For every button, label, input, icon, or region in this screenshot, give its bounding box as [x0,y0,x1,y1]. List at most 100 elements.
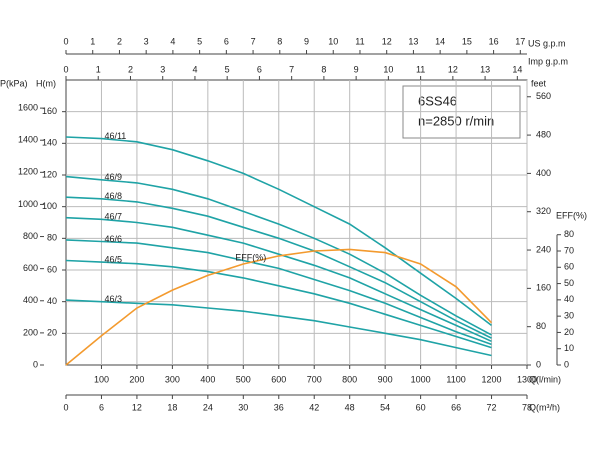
x-tick-label: 8 [277,36,282,46]
series-label: 46/5 [104,254,122,264]
y-tick-label: 600 [23,263,38,273]
x-tick-label: 48 [345,402,355,412]
y-tick-label: 140 [42,138,57,148]
y-tick-label: 0 [33,359,38,369]
x-tick-label: 100 [94,374,109,384]
x-tick-label: 4 [192,64,197,74]
x-tick-label: 5 [225,64,230,74]
y-tick-label: 1400 [18,135,38,145]
x-tick-label: 14 [435,36,445,46]
y-tick-label: 400 [23,295,38,305]
x-tick-label: 12 [132,402,142,412]
y-tick-label: 10 [564,343,574,353]
x-tick-label: 7 [251,36,256,46]
y-tick-label: 160 [42,106,57,116]
y-tick-label: 200 [23,327,38,337]
y-tick-label: 100 [42,201,57,211]
y-tick-label: 80 [536,321,546,331]
y-axis-title: P(kPa) [0,78,28,88]
y-tick-label: 80 [564,229,574,239]
series-label: 46/11 [104,131,126,141]
x-tick-label: 30 [238,402,248,412]
x-tick-label: 78 [522,402,532,412]
model-label: 6SS46 [418,93,457,108]
y-tick-label: 1600 [18,102,38,112]
series-label: 46/9 [104,172,122,182]
series-label: 46/3 [104,294,122,304]
x-tick-label: 36 [274,402,284,412]
y-tick-label: 50 [564,278,574,288]
x-tick-label: 10 [328,36,338,46]
x-tick-label: 0 [63,36,68,46]
x-tick-label: 54 [380,402,390,412]
x-tick-label: 500 [236,374,251,384]
series-label: 46/7 [104,212,122,222]
x-tick-label: 2 [128,64,133,74]
x-tick-label: 13 [480,64,490,74]
x-axis-title: US g.p.m [528,38,566,48]
y-tick-label: 480 [536,129,551,139]
x-axis-title: Imp g.p.m [528,56,568,66]
x-tick-label: 9 [354,64,359,74]
x-tick-label: 12 [448,64,458,74]
y-axis-title: H(m) [36,78,56,88]
x-tick-label: 800 [342,374,357,384]
y-tick-label: 400 [536,168,551,178]
y-tick-label: 80 [47,233,57,243]
x-tick-label: 60 [416,402,426,412]
x-axis-title: Q(m³/h) [529,402,560,412]
curve [65,216,492,343]
x-tick-label: 17 [515,36,525,46]
y-tick-label: 560 [536,91,551,101]
x-tick-label: 1 [90,36,95,46]
x-tick-label: 1000 [411,374,431,384]
x-tick-label: 0 [63,402,68,412]
y-tick-label: 800 [23,231,38,241]
x-tick-label: 3 [160,64,165,74]
series-label: EFF(%) [235,252,266,262]
x-tick-label: 600 [271,374,286,384]
curve [65,259,492,349]
x-tick-label: 10 [383,64,393,74]
x-tick-label: 1 [96,64,101,74]
x-tick-label: 66 [451,402,461,412]
y-axis-title: EFF(%) [556,210,587,220]
y-tick-label: 60 [564,262,574,272]
curve [65,248,493,366]
y-tick-label: 1000 [18,199,38,209]
y-tick-label: 320 [536,206,551,216]
x-tick-label: 7 [289,64,294,74]
y-tick-label: 20 [47,328,57,338]
x-tick-label: 200 [129,374,144,384]
curve [65,196,492,339]
x-tick-label: 2 [117,36,122,46]
curve [65,299,492,357]
x-axis-title: Q(l/min) [529,374,561,384]
y-tick-label: 20 [564,327,574,337]
x-tick-label: 6 [257,64,262,74]
x-tick-label: 0 [63,64,68,74]
x-tick-label: 72 [487,402,497,412]
x-tick-label: 11 [416,64,425,74]
x-tick-label: 4 [170,36,175,46]
y-tick-label: 0 [564,359,569,369]
curve [65,239,492,346]
x-tick-label: 13 [408,36,418,46]
x-tick-label: 11 [355,36,364,46]
x-tick-label: 1200 [482,374,502,384]
x-tick-label: 14 [512,64,522,74]
x-tick-label: 1300 [517,374,537,384]
x-tick-label: 15 [462,36,472,46]
x-tick-label: 6 [99,402,104,412]
y-tick-label: 160 [536,283,551,293]
series-label: 46/8 [104,191,122,201]
x-tick-label: 700 [307,374,322,384]
y-tick-label: 40 [47,296,57,306]
y-tick-label: 60 [47,264,57,274]
x-tick-label: 16 [489,36,499,46]
y-tick-label: 120 [42,169,57,179]
y-tick-label: 40 [564,294,574,304]
x-tick-label: 300 [165,374,180,384]
x-tick-label: 400 [200,374,215,384]
